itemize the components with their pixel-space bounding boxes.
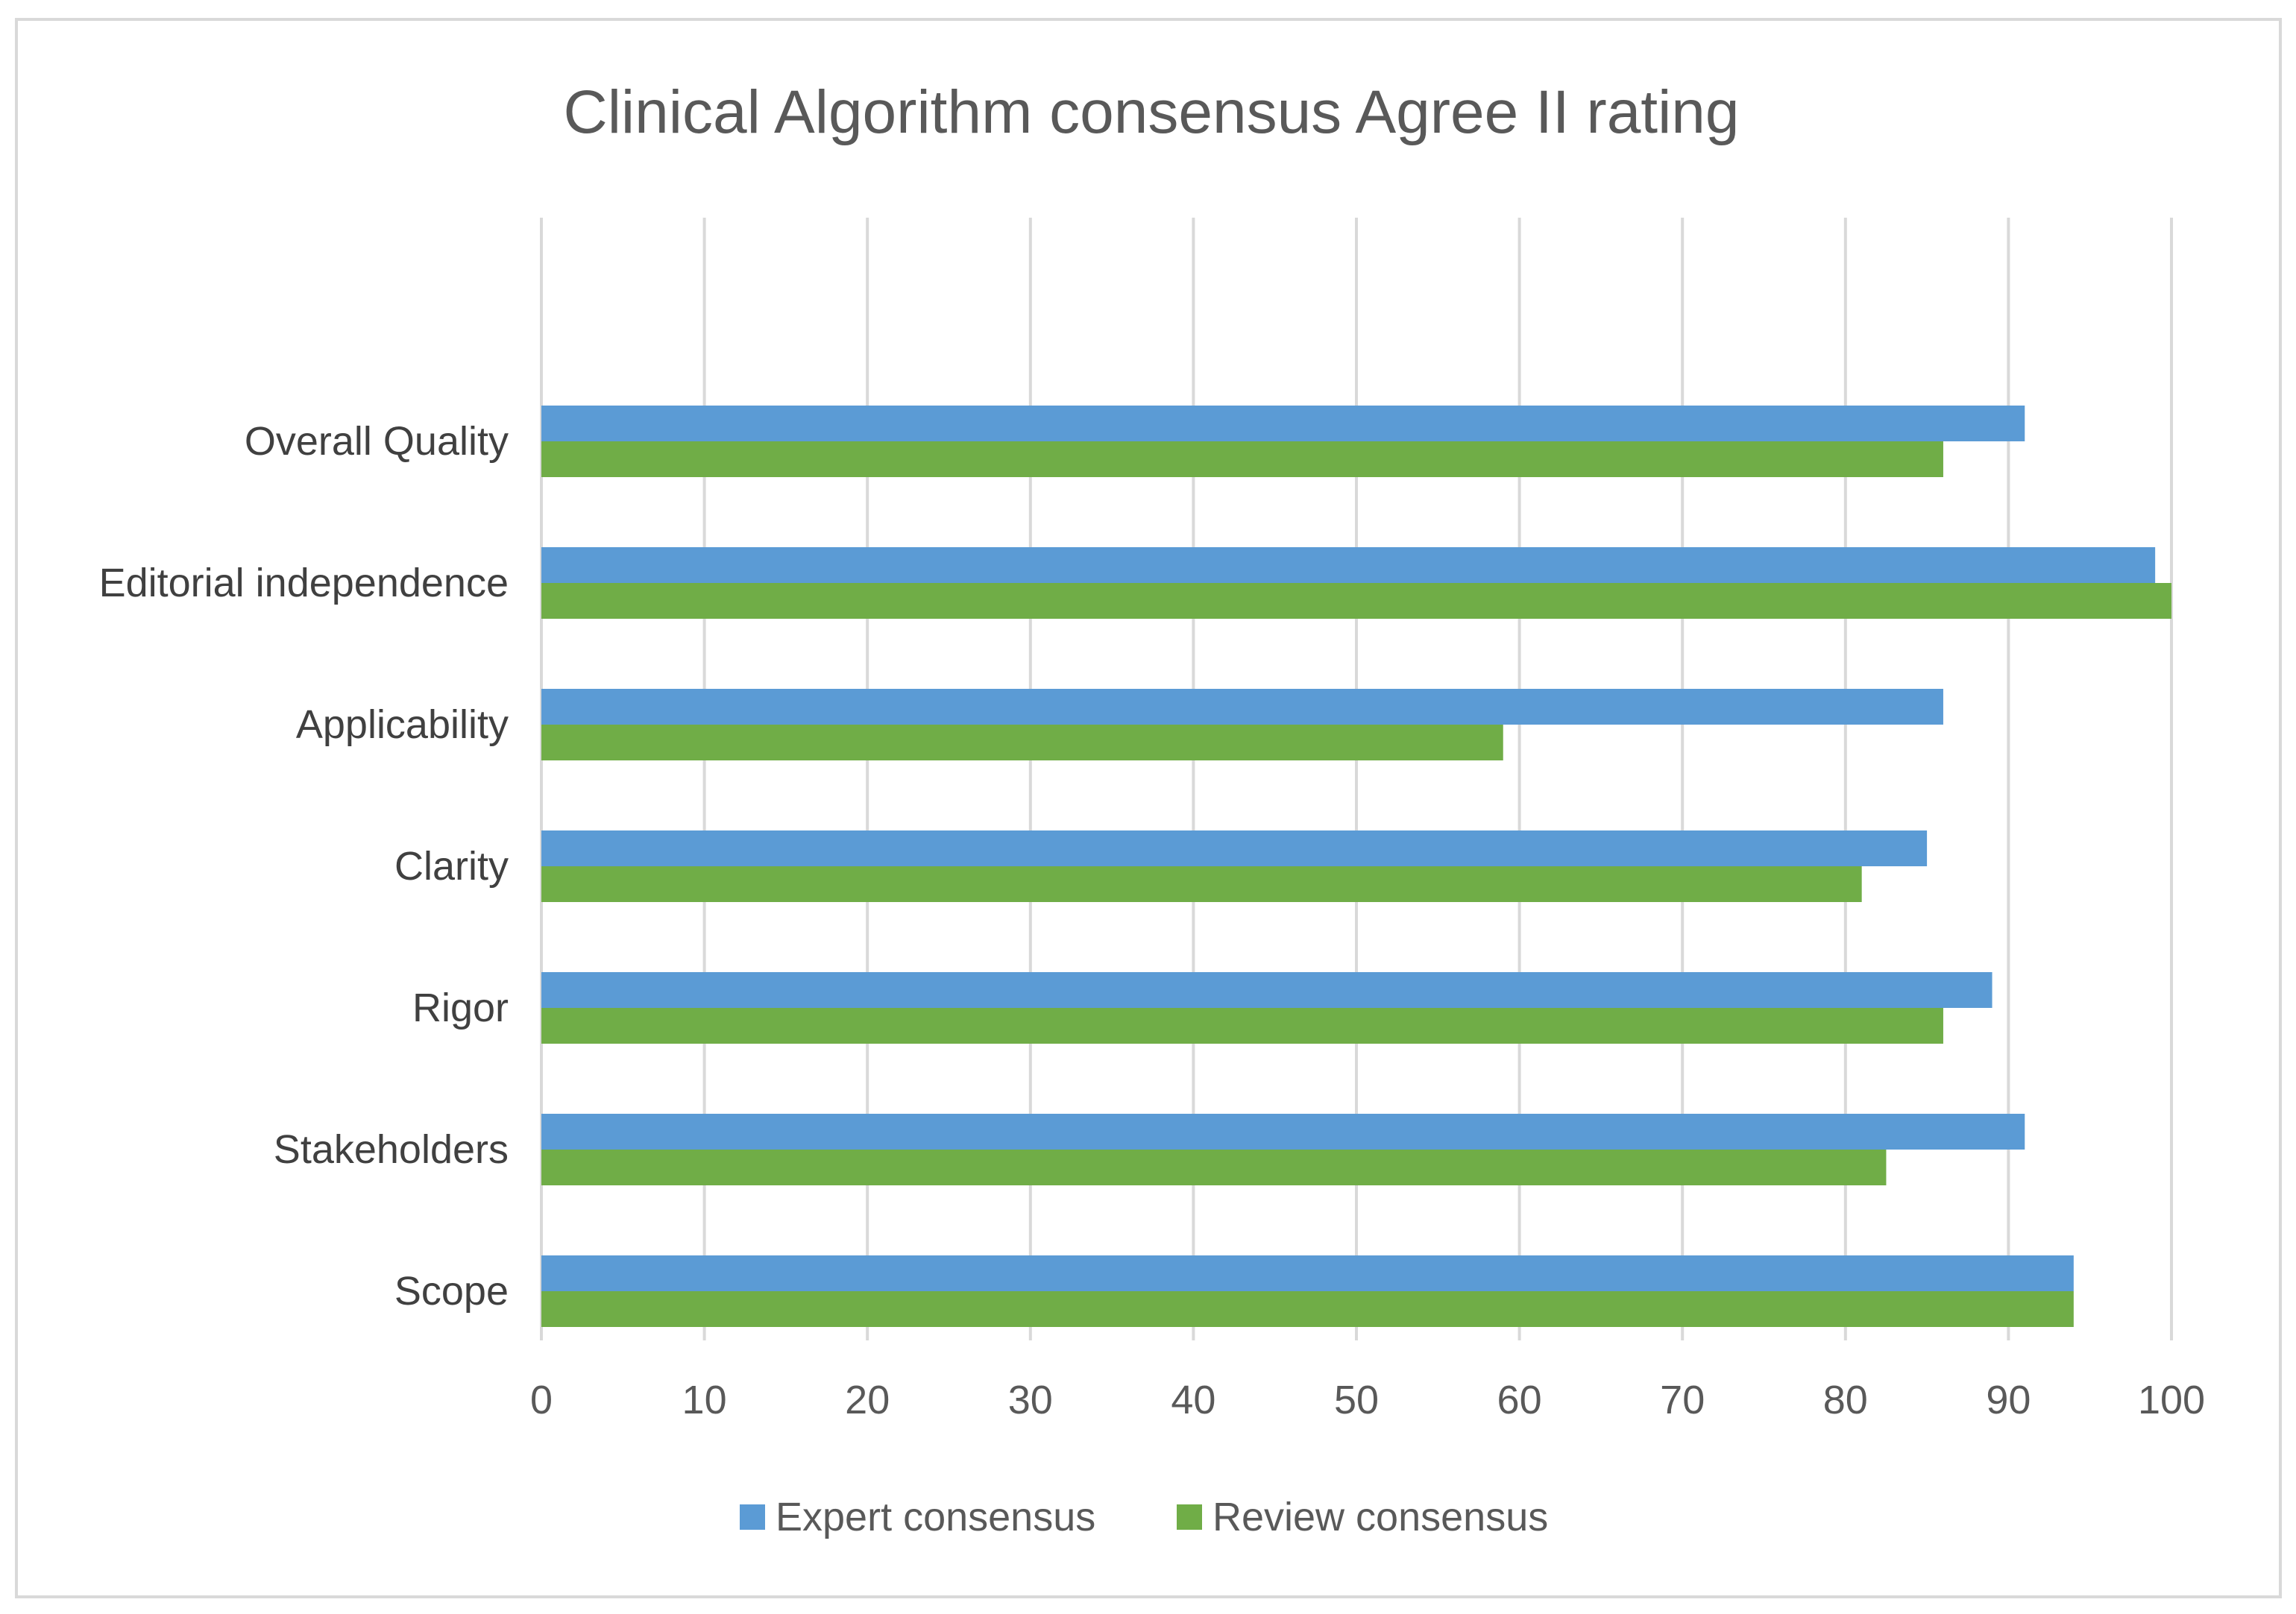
x-tick-label: 60 xyxy=(1497,1378,1542,1422)
x-tick-label: 50 xyxy=(1334,1378,1379,1422)
x-axis-tick-labels: 0 10 20 30 40 50 60 70 80 90 100 xyxy=(530,1378,2205,1422)
bar-scope-expert-consensus xyxy=(541,1255,2074,1291)
bar-stakeholders-expert-consensus xyxy=(541,1114,2025,1150)
x-tick-label: 20 xyxy=(845,1378,890,1422)
category-label: Applicability xyxy=(296,702,509,747)
bar-applicability-review-consensus xyxy=(541,725,1503,760)
bar-overall-quality-expert-consensus xyxy=(541,406,2025,441)
x-tick-label: 100 xyxy=(2138,1378,2205,1422)
bar-overall-quality-review-consensus xyxy=(541,441,1943,477)
category-label: Editorial independence xyxy=(99,561,509,605)
bar-scope-review-consensus xyxy=(541,1291,2074,1327)
legend-swatch-review-consensus xyxy=(1177,1504,1202,1530)
bar-rigor-expert-consensus xyxy=(541,972,1993,1008)
legend-label-review-consensus: Review consensus xyxy=(1213,1495,1548,1539)
legend: Expert consensus Review consensus xyxy=(740,1495,1548,1539)
chart-frame: Clinical Algorithm consensus Agree II ra… xyxy=(15,18,2282,1598)
x-tick-label: 80 xyxy=(1823,1378,1868,1422)
bar-clarity-review-consensus xyxy=(541,866,1862,902)
bar-applicability-expert-consensus xyxy=(541,689,1943,725)
x-tick-label: 40 xyxy=(1171,1378,1215,1422)
category-label: Scope xyxy=(394,1269,509,1314)
bars xyxy=(541,406,2171,1327)
chart: Clinical Algorithm consensus Agree II ra… xyxy=(99,78,2205,1539)
legend-label-expert-consensus: Expert consensus xyxy=(776,1495,1095,1539)
legend-swatch-expert-consensus xyxy=(740,1504,765,1530)
category-label: Clarity xyxy=(394,844,509,889)
gridlines xyxy=(540,218,2173,1340)
x-tick-label: 10 xyxy=(682,1378,727,1422)
x-tick-label: 90 xyxy=(1986,1378,2031,1422)
bar-rigor-review-consensus xyxy=(541,1008,1943,1044)
bar-editorial-independence-review-consensus xyxy=(541,583,2171,619)
x-tick-label: 0 xyxy=(530,1378,553,1422)
bar-stakeholders-review-consensus xyxy=(541,1150,1887,1185)
category-label: Rigor xyxy=(412,986,509,1030)
category-label: Overall Quality xyxy=(245,419,509,464)
category-labels: Scope Stakeholders Rigor Clarity Applicabili… xyxy=(99,419,509,1314)
x-tick-label: 70 xyxy=(1660,1378,1705,1422)
x-tick-label: 30 xyxy=(1008,1378,1053,1422)
chart-title: Clinical Algorithm consensus Agree II ra… xyxy=(563,78,1739,146)
category-label: Stakeholders xyxy=(274,1127,509,1172)
bar-clarity-expert-consensus xyxy=(541,830,1928,866)
bar-editorial-independence-expert-consensus xyxy=(541,547,2156,583)
